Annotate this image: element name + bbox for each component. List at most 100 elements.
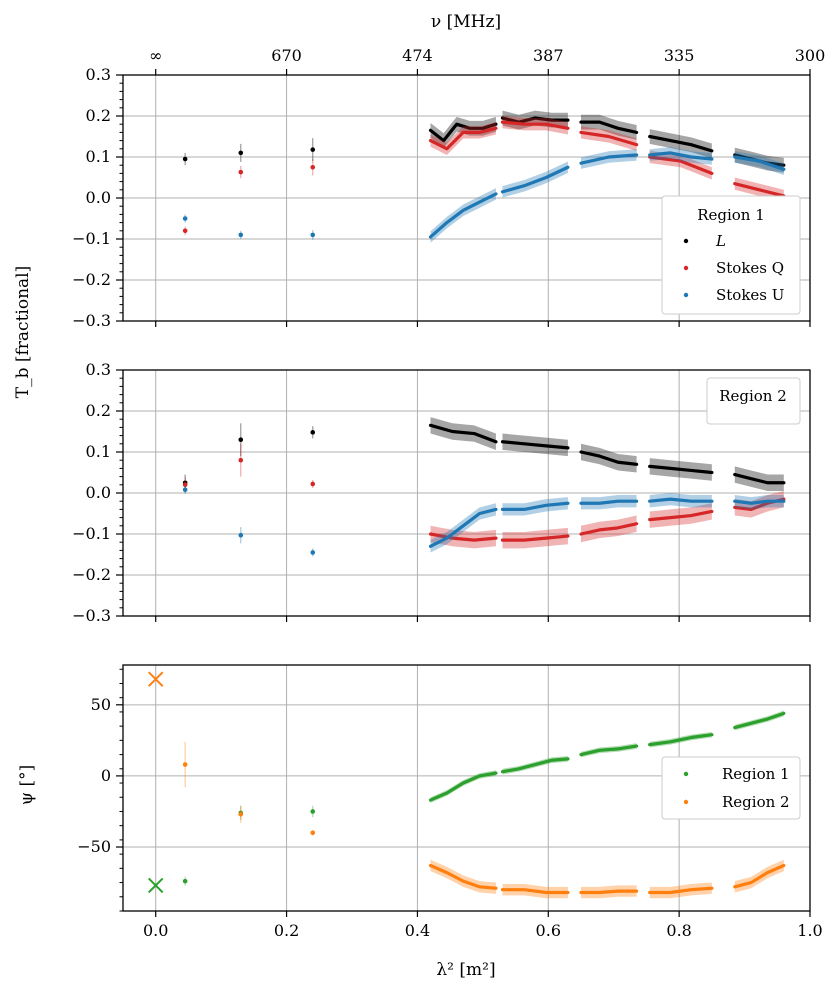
region-2-band-line: [579, 889, 639, 895]
l-point: [238, 150, 244, 156]
region-2-point: [310, 830, 316, 836]
stokes-q-band-line: [648, 155, 714, 175]
region-2-band-line: [733, 863, 786, 889]
l-band-line: [428, 122, 498, 143]
stokes-q-point: [310, 164, 316, 170]
y-tick-label: −0.3: [72, 311, 111, 330]
y-tick-label: 0.1: [86, 147, 111, 166]
l-band-line: [648, 464, 714, 475]
stokes-q-point: [238, 457, 244, 463]
stokes-q-point: [182, 482, 188, 488]
axes-layer: −0.3 −0.2 −0.1 0.0 0.1 0.2 0.3 ∞ 670 474 387 335 300…: [72, 46, 825, 940]
stokes-q-band-line: [579, 130, 639, 147]
axes-frame: [122, 664, 811, 912]
region-1-band-line: [733, 711, 786, 730]
legend-title: Region 2: [719, 387, 787, 405]
stokes-q-band-line: [500, 120, 570, 130]
stokes-q-band-line: [428, 126, 498, 151]
l-band-line: [648, 134, 714, 153]
stokes-u-band-line: [733, 499, 786, 505]
region-1-band-line: [500, 757, 570, 774]
legend-label-region2: Region 2: [722, 793, 790, 811]
stokes-u-point: [238, 532, 244, 538]
stokes-u-band-line: [579, 499, 639, 505]
l-band-line: [579, 450, 639, 466]
stokes-u-band-line: [648, 497, 714, 503]
stokes-u-point: [182, 216, 188, 221]
y-tick-label: 0.2: [86, 106, 111, 125]
top-tick-label: 300: [795, 46, 826, 65]
legend-marker-l: [683, 238, 689, 244]
l-band-line: [733, 472, 786, 485]
region-1-band-line: [428, 771, 498, 802]
top-tick-label: 335: [664, 46, 695, 65]
x-tick-label: 0.2: [274, 921, 299, 940]
y-tick-label: 50: [91, 695, 111, 714]
y-tick-label: −0.2: [72, 565, 111, 584]
l-band-line: [428, 423, 498, 444]
top-tick-label: 670: [271, 46, 302, 65]
y-tick-label: −50: [77, 837, 111, 856]
stokes-u-band-line: [428, 192, 498, 239]
l-point: [238, 437, 244, 443]
legend-psi: Region 1 Region 2: [661, 756, 801, 820]
stokes-q-band-line: [500, 534, 570, 542]
stokes-q-band: [430, 525, 496, 549]
legend-label-l: L: [715, 232, 726, 250]
stokes-q-band-line: [648, 509, 714, 522]
y-tick-label: −0.1: [72, 229, 111, 248]
region-2-point: [238, 812, 244, 817]
stokes-u-point: [238, 232, 244, 238]
stokes-u-band: [734, 151, 784, 176]
top-tick-label: 474: [402, 46, 433, 65]
stokes-u-band-line: [648, 151, 714, 161]
region-1-point: [182, 878, 188, 884]
legend-label-region1: Region 1: [722, 765, 790, 783]
stokes-q-band-line: [428, 532, 498, 542]
stokes-u-band-line: [500, 501, 570, 511]
y-tick-label: 0.0: [86, 188, 111, 207]
region-1-point: [310, 809, 316, 814]
legend-marker-q: [683, 265, 689, 271]
top-axis-title: ν [MHz]: [431, 12, 501, 32]
region-1-band-line: [648, 733, 714, 747]
l-band: [734, 466, 784, 491]
y-tick-label: 0.2: [86, 401, 111, 420]
y-tick-label: −0.3: [72, 606, 111, 625]
l-point: [310, 147, 316, 152]
stokes-q-point: [182, 228, 188, 234]
stokes-u-band-line: [428, 507, 498, 548]
l-band-line: [579, 120, 639, 134]
l-band-line: [500, 440, 570, 450]
y-tick-label: 0.3: [86, 360, 111, 379]
stokes-u-band-line: [733, 155, 786, 171]
l-point: [182, 156, 188, 162]
stokes-u-band: [502, 161, 568, 198]
data-layer: [148, 110, 786, 899]
stokes-u-point: [310, 550, 316, 555]
legend-marker-u: [683, 292, 689, 298]
stokes-u-band: [430, 503, 496, 553]
x-tick-label: 0.8: [666, 921, 691, 940]
stokes-q-band-line: [579, 522, 639, 536]
stokes-u-point: [310, 232, 316, 238]
legend-marker-region1: [683, 771, 689, 777]
y-tick-label: −0.1: [72, 524, 111, 543]
stokes-q-point: [310, 481, 316, 487]
region-2-band-line: [428, 863, 498, 890]
stokes-u-band: [581, 149, 637, 169]
l-point: [310, 430, 316, 435]
y-tick-label: 0.3: [86, 65, 111, 84]
y-tick-label: 0.0: [86, 483, 111, 502]
legend-label-q: Stokes Q: [716, 259, 784, 277]
legend-title: Region 1: [697, 206, 765, 224]
stokes-u-band-line: [579, 153, 639, 165]
y-tick-label: 0: [101, 766, 111, 785]
y-tick-label: −0.2: [72, 270, 111, 289]
x-tick-label: 0.0: [143, 921, 168, 940]
stokes-q-band-line: [733, 182, 786, 198]
y-tick-label: 0.1: [86, 442, 111, 461]
stokes-u-band: [430, 188, 496, 243]
x-tick-label: 0.6: [536, 921, 561, 940]
